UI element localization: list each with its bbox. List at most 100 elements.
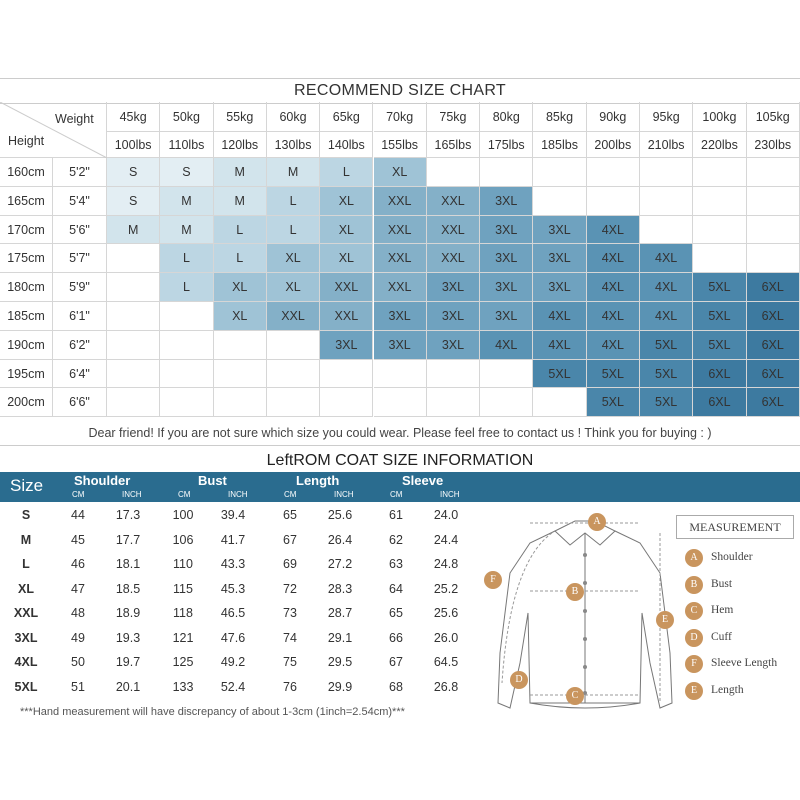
coat-measure-value: 66 [389,630,403,645]
size-cell [426,158,481,187]
weight-lbs-header: 100lbs [107,132,161,158]
size-cell: XL [320,186,374,216]
coat-size-label: M [20,532,32,547]
coat-size-row: 5XL 51 20.1 133 52.4 76 29.9 68 26.8 [0,676,470,699]
weight-lbs-header: 130lbs [266,132,321,158]
size-cell: 4XL [640,302,694,331]
size-cell: L [213,215,267,245]
size-cell: 4XL [586,244,640,274]
size-cell: 4XL [533,330,587,360]
size-cell: XXL [426,186,481,216]
legend-label: Shoulder [711,551,753,563]
size-cell: 4XL [586,273,640,302]
size-cell: S [107,186,161,216]
coat-measure-value: 74 [283,630,297,645]
coat-measure-value: 27.2 [327,557,353,571]
size-cell: XL [213,302,267,331]
coat-measure-value: 49 [71,630,85,645]
height-ft-label: 6'2" [53,330,107,360]
coat-measure-value: 76 [283,679,297,694]
coat-size-row: 3XL 49 19.3 121 47.6 74 29.1 66 26.0 [0,627,470,650]
legend-label: Hem [711,604,734,616]
coat-size-row: 4XL 50 19.7 125 49.2 75 29.5 67 64.5 [0,651,470,674]
size-cell: XL [373,158,427,187]
weight-kg-header: 90kg [586,102,640,132]
coat-measure-value: 106 [172,532,194,547]
coat-measure-value: 133 [172,679,194,694]
size-cell: XXL [373,215,427,245]
coat-measure-value: 47.6 [220,630,246,645]
unit-inch-label: INCH [334,490,354,499]
coat-measure-value: 52.4 [220,679,246,694]
height-cm-label: 175cm [0,244,53,274]
coat-measure-value: 46.5 [220,606,246,620]
coat-size-label: S [21,508,31,522]
unit-inch-label: INCH [122,490,142,499]
weight-kg-header: 50kg [160,102,214,132]
weight-lbs-header: 165lbs [426,132,481,158]
size-cell: M [107,215,161,245]
weight-lbs-header: 110lbs [160,132,214,158]
size-cell: 5XL [640,330,694,360]
size-cell: 3XL [426,330,481,360]
size-cell: 3XL [480,186,534,216]
height-cm-label: 200cm [0,388,53,418]
size-cell: XXL [320,273,374,302]
height-ft-label: 5'9" [53,273,107,302]
size-cell: 5XL [533,359,587,389]
coat-measure-value: 50 [71,655,85,669]
size-cell [640,186,694,216]
unit-cm-label: CM [390,490,403,499]
legend-badge: B [685,575,703,594]
legend-label: Sleeve Length [711,657,778,669]
coat-measure-value: 19.3 [115,630,141,645]
badge-b-bust: B [566,583,584,601]
size-cell: L [266,215,321,245]
recommend-chart-title: RECOMMEND SIZE CHART [0,78,800,104]
size-cell: L [160,244,214,274]
coat-measure-value: 115 [173,581,193,596]
size-cell: 3XL [533,244,587,274]
size-cell [640,158,694,187]
weight-lbs-header: 230lbs [746,132,800,158]
size-cell [693,215,747,245]
size-cell: 5XL [693,330,747,360]
size-cell [266,388,321,418]
size-cell: XXL [426,215,481,245]
height-cm-label: 180cm [0,273,53,302]
height-cm-label: 170cm [0,215,53,245]
coat-measure-value: 26.0 [433,630,459,645]
weight-lbs-header: 200lbs [586,132,640,158]
size-cell: L [160,273,214,302]
size-cell [107,330,161,360]
measurement-diagram: A B C D E F MEASUREMENT A Shoulder B Bust C H… [470,503,800,725]
coat-measure-value: 65 [389,606,403,620]
size-cell [107,388,161,418]
weight-kg-header: 65kg [320,102,374,132]
coat-measure-value: 67 [283,532,297,547]
coat-measure-value: 49.2 [220,655,246,669]
legend-badge: D [685,628,703,647]
unit-inch-label: INCH [440,490,460,499]
size-cell [640,215,694,245]
height-ft-label: 6'4" [53,359,107,389]
weight-kg-header: 85kg [533,102,587,132]
recommend-size-chart: RECOMMEND SIZE CHART Weight Height 45kg 100… [0,78,800,446]
size-cell: 6XL [746,302,800,331]
coat-measure-value: 118 [173,606,193,620]
size-cell: XXL [426,244,481,274]
coat-size-label: 5XL [14,679,38,694]
weight-kg-header: 60kg [266,102,321,132]
size-cell: 5XL [640,359,694,389]
size-cell: M [213,158,267,187]
size-cell [693,186,747,216]
height-cm-label: 160cm [0,158,53,187]
weight-kg-header: 105kg [746,102,800,132]
legend-label: Bust [711,577,733,590]
coat-measure-value: 19.7 [115,655,141,669]
weight-kg-header: 70kg [373,102,427,132]
coat-measure-value: 29.9 [327,679,353,694]
weight-lbs-header: 120lbs [213,132,267,158]
height-ft-label: 6'6" [53,388,107,418]
size-cell: XL [266,273,321,302]
